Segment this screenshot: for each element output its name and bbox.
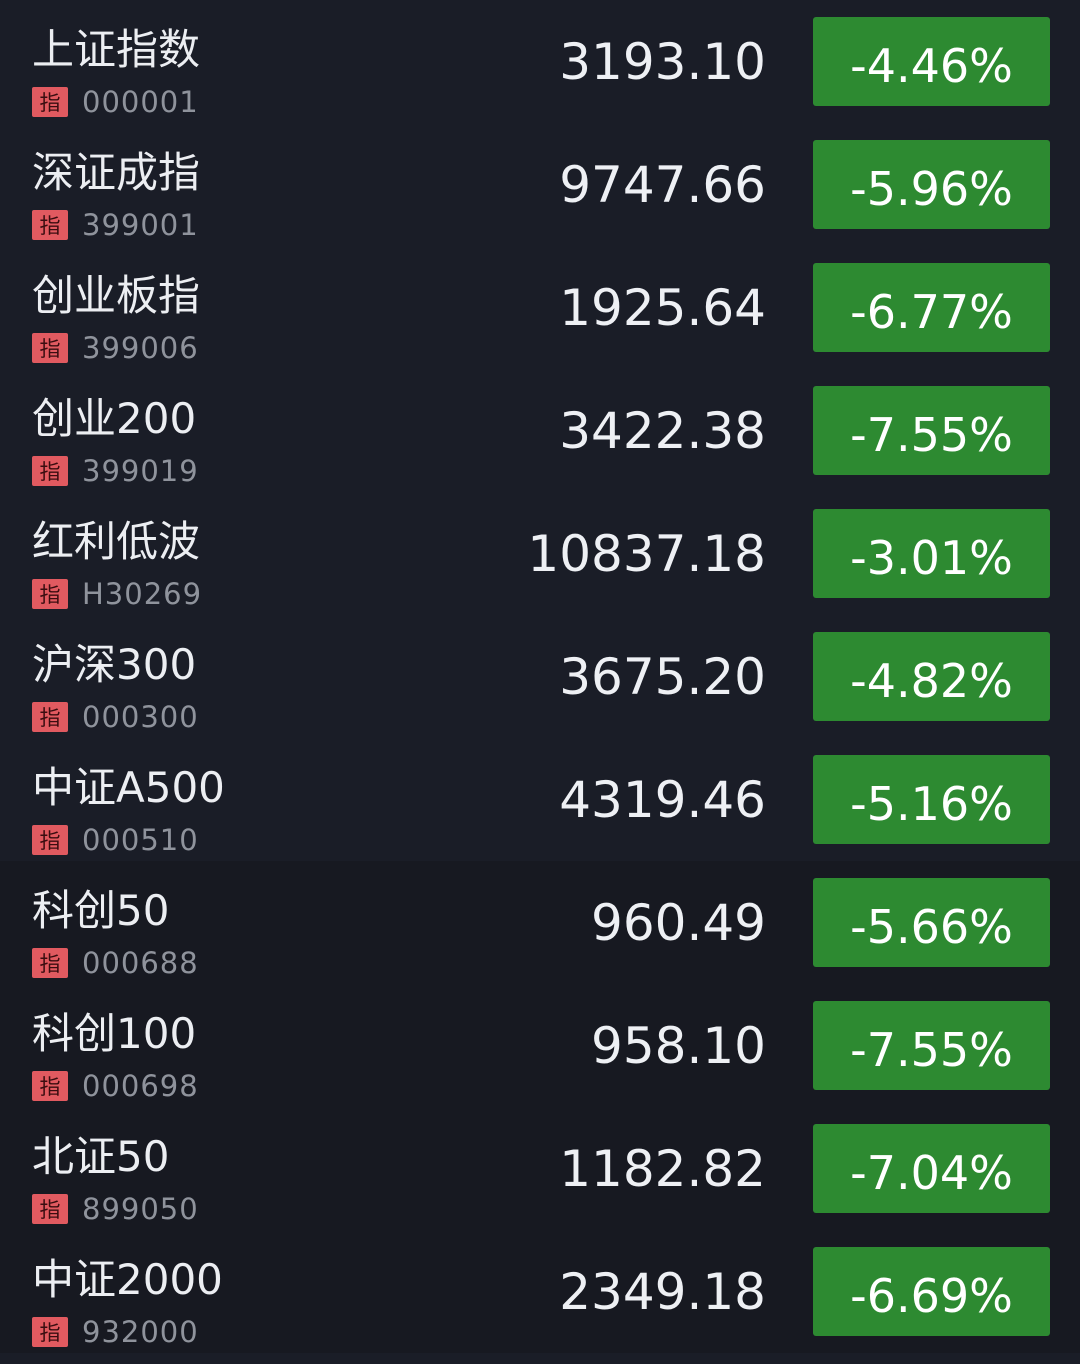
- index-row[interactable]: 上证指数 指 000001 3193.10 -4.46%: [0, 0, 1080, 123]
- index-row[interactable]: 中证2000 指 932000 2349.18 -6.69%: [0, 1230, 1080, 1353]
- index-badge: 指: [32, 702, 68, 732]
- index-code-line: 指 399001: [32, 208, 199, 242]
- index-code: 000698: [82, 1069, 199, 1103]
- change-percent-button[interactable]: -5.96%: [813, 140, 1050, 229]
- index-price: 9747.66: [559, 156, 766, 214]
- index-code: 399006: [82, 331, 199, 365]
- index-row[interactable]: 科创100 指 000698 958.10 -7.55%: [0, 984, 1080, 1107]
- index-price: 4319.46: [559, 771, 766, 829]
- index-code-line: 指 899050: [32, 1192, 199, 1226]
- index-code: 000001: [82, 85, 199, 119]
- index-price: 960.49: [591, 894, 766, 952]
- index-row[interactable]: 创业200 指 399019 3422.38 -7.55%: [0, 369, 1080, 492]
- index-code-line: 指 399019: [32, 454, 199, 488]
- index-code: 399019: [82, 454, 199, 488]
- index-price: 1925.64: [559, 279, 766, 337]
- index-badge: 指: [32, 87, 68, 117]
- index-name: 中证2000: [32, 1255, 223, 1304]
- index-price: 1182.82: [559, 1140, 766, 1198]
- index-code: 899050: [82, 1192, 199, 1226]
- change-percent-button[interactable]: -7.55%: [813, 386, 1050, 475]
- index-badge: 指: [32, 456, 68, 486]
- index-code-line: 指 000688: [32, 946, 199, 980]
- index-badge: 指: [32, 579, 68, 609]
- change-percent-button[interactable]: -6.77%: [813, 263, 1050, 352]
- index-name: 深证成指: [32, 148, 201, 197]
- index-price: 3675.20: [559, 648, 766, 706]
- index-price: 3422.38: [559, 402, 766, 460]
- index-badge: 指: [32, 210, 68, 240]
- index-price: 2349.18: [559, 1263, 766, 1321]
- index-row[interactable]: 创业板指 指 399006 1925.64 -6.77%: [0, 246, 1080, 369]
- change-percent-button[interactable]: -4.46%: [813, 17, 1050, 106]
- index-price: 10837.18: [527, 525, 766, 583]
- index-code: 000688: [82, 946, 199, 980]
- index-row[interactable]: 深证成指 指 399001 9747.66 -5.96%: [0, 123, 1080, 246]
- index-name: 科创100: [32, 1009, 197, 1058]
- index-code: 000300: [82, 700, 199, 734]
- index-name: 创业200: [32, 394, 197, 443]
- change-percent-button[interactable]: -5.66%: [813, 878, 1050, 967]
- change-percent-button[interactable]: -6.69%: [813, 1247, 1050, 1336]
- change-percent-button[interactable]: -5.16%: [813, 755, 1050, 844]
- index-name: 北证50: [32, 1132, 170, 1181]
- change-percent-button[interactable]: -7.55%: [813, 1001, 1050, 1090]
- index-code: 399001: [82, 208, 199, 242]
- index-row[interactable]: 北证50 指 899050 1182.82 -7.04%: [0, 1107, 1080, 1230]
- index-code-line: 指 000300: [32, 700, 199, 734]
- index-row[interactable]: 红利低波 指 H30269 10837.18 -3.01%: [0, 492, 1080, 615]
- change-percent-button[interactable]: -7.04%: [813, 1124, 1050, 1213]
- index-name: 中证A500: [32, 763, 225, 812]
- index-code-line: 指 932000: [32, 1315, 199, 1349]
- index-name: 上证指数: [32, 25, 201, 74]
- index-code-line: 指 000510: [32, 823, 199, 857]
- index-name: 沪深300: [32, 640, 197, 689]
- index-price: 958.10: [591, 1017, 766, 1075]
- index-code-line: 指 399006: [32, 331, 199, 365]
- change-percent-button[interactable]: -3.01%: [813, 509, 1050, 598]
- index-name: 创业板指: [32, 271, 201, 320]
- index-row[interactable]: 科创50 指 000688 960.49 -5.66%: [0, 861, 1080, 984]
- index-code: 932000: [82, 1315, 199, 1349]
- index-badge: 指: [32, 333, 68, 363]
- change-percent-button[interactable]: -4.82%: [813, 632, 1050, 721]
- index-badge: 指: [32, 1194, 68, 1224]
- index-row[interactable]: 沪深300 指 000300 3675.20 -4.82%: [0, 615, 1080, 738]
- index-badge: 指: [32, 1071, 68, 1101]
- index-badge: 指: [32, 1317, 68, 1347]
- index-name: 科创50: [32, 886, 170, 935]
- index-code: 000510: [82, 823, 199, 857]
- index-code-line: 指 000001: [32, 85, 199, 119]
- index-code-line: 指 000698: [32, 1069, 199, 1103]
- index-badge: 指: [32, 948, 68, 978]
- index-code: H30269: [82, 577, 203, 611]
- index-price: 3193.10: [559, 33, 766, 91]
- index-badge: 指: [32, 825, 68, 855]
- index-code-line: 指 H30269: [32, 577, 203, 611]
- index-name: 红利低波: [32, 517, 201, 566]
- index-row[interactable]: 中证A500 指 000510 4319.46 -5.16%: [0, 738, 1080, 861]
